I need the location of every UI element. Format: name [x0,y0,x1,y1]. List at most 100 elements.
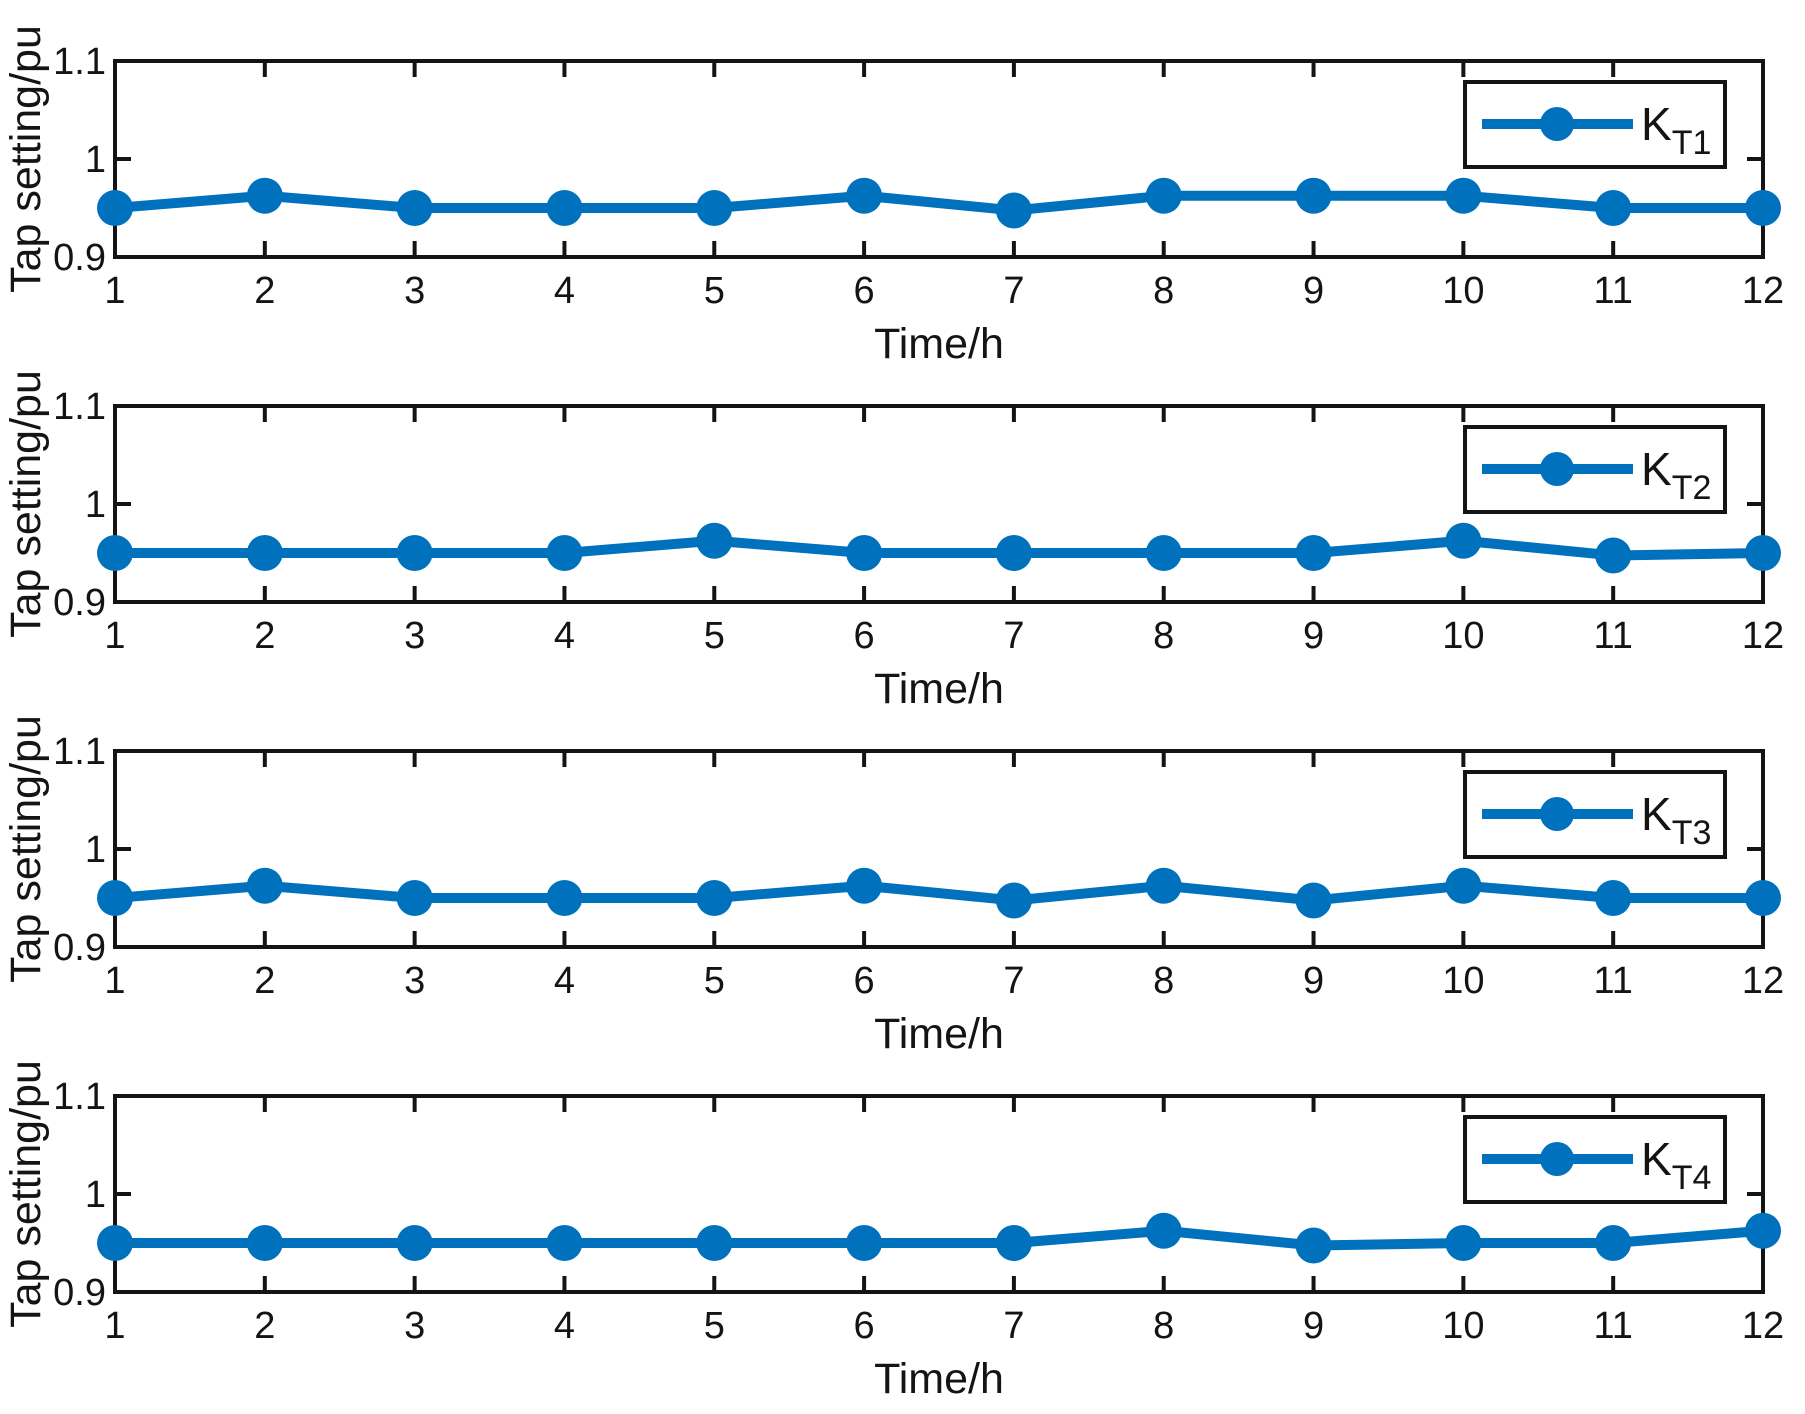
data-point [1445,177,1482,214]
y-tick-label: 1.1 [53,1076,106,1118]
x-tick-label: 8 [1153,270,1174,312]
plot-svg-kt3: 1 2 3 4 5 6 7 8 9 10 11 120.911.1 Tap setting/pu Ti… [2,715,1784,1058]
x-tick-label: 7 [1003,270,1024,312]
legend-kt2: KT2 [1463,425,1727,514]
x-tick-label: 5 [704,1305,725,1347]
data-point [1745,1212,1781,1249]
axes-group-kt3: 1 2 3 4 5 6 7 8 9 10 11 120.911.1 [53,731,1784,1002]
data-point [1745,190,1781,226]
x-tick-label: 12 [1742,1305,1784,1347]
x-tick-label: 3 [404,615,425,657]
data-line-K_T4 [110,1225,1768,1251]
data-point [1295,535,1332,571]
x-axis-label: Time/h [874,320,1004,368]
x-tick-label: 10 [1442,1305,1484,1347]
y-axis-label: Tap setting/pu [2,370,50,638]
x-tick-label: 11 [1593,1305,1632,1347]
data-point [546,880,583,916]
x-tick-label: 12 [1742,960,1784,1002]
y-tick-label: 1 [85,139,106,181]
y-tick-label: 1.1 [53,41,106,83]
subplot-kt4: 1 2 3 4 5 6 7 8 9 10 11 12 0.9 1 1.1 Tap setting/pu Ti… [0,1035,1805,1414]
x-tick-label: 1 [104,270,125,312]
data-point [97,535,133,571]
x-tick-label: 8 [1153,615,1174,657]
x-tick-label: 4 [554,270,575,312]
x-tick-label: 8 [1153,960,1174,1002]
legend-marker [1540,452,1574,486]
x-tick-label: 3 [404,270,425,312]
plot-svg-kt1: 1 2 3 4 5 6 7 8 9 10 11 120.911.1 Tap setting/pu Ti… [2,25,1784,368]
data-point [846,535,883,571]
legend-label: KT4 [1641,1133,1711,1197]
data-point [846,177,883,214]
data-point [246,535,283,571]
legend-label: KT2 [1641,443,1711,507]
data-point [1145,177,1182,214]
y-tick-label: 0.9 [53,582,106,624]
x-tick-label: 8 [1153,1305,1174,1347]
data-point [995,535,1032,571]
data-point [696,1225,733,1261]
y-tick-label: 1.1 [53,731,106,773]
y-tick-label: 1 [85,829,106,871]
x-tick-label: 3 [404,960,425,1002]
y-tick-label: 0.9 [53,237,106,279]
x-tick-label: 7 [1003,615,1024,657]
x-tick-label: 11 [1593,960,1632,1002]
axes-group-kt1: 1 2 3 4 5 6 7 8 9 10 11 120.911.1 [53,41,1784,312]
data-point [396,535,433,571]
y-axis-label: Tap setting/pu [2,1060,50,1328]
x-tick-label: 9 [1303,1305,1324,1347]
x-tick-label: 5 [704,960,725,1002]
data-point [396,190,433,226]
x-axis-label: Time/h [874,1355,1004,1403]
data-point [1745,880,1781,916]
data-point [1595,880,1632,916]
legend-label: KT3 [1641,788,1711,852]
data-point [696,190,733,226]
x-tick-label: 2 [254,270,275,312]
data-point [1595,190,1632,226]
data-point [546,190,583,226]
legend-kt3: KT3 [1463,770,1727,859]
data-point [396,880,433,916]
axes-group-kt2: 1 2 3 4 5 6 7 8 9 10 11 120.911.1 [53,386,1784,657]
data-point [1445,867,1482,904]
data-point [97,1225,133,1261]
plot-svg-kt4: 1 2 3 4 5 6 7 8 9 10 11 120.911.1 Tap setting/pu Ti… [2,1060,1784,1403]
data-point [1745,535,1781,571]
data-point [1595,537,1632,574]
data-point [396,1225,433,1261]
x-tick-label: 1 [104,615,125,657]
y-axis-label: Tap setting/pu [2,715,50,983]
legend-marker [1540,107,1574,141]
x-tick-label: 10 [1442,270,1484,312]
x-tick-label: 9 [1303,270,1324,312]
x-tick-label: 4 [554,960,575,1002]
x-tick-label: 9 [1303,960,1324,1002]
data-point [995,882,1032,919]
x-tick-label: 1 [104,1305,125,1347]
y-tick-label: 1 [85,1174,106,1216]
x-tick-label: 2 [254,960,275,1002]
legend-marker [1540,797,1574,831]
x-tick-label: 6 [854,615,875,657]
x-tick-label: 11 [1593,270,1632,312]
y-axis-label: Tap setting/pu [2,25,50,293]
data-point [246,867,283,904]
x-tick-label: 6 [854,1305,875,1347]
x-tick-label: 10 [1442,615,1484,657]
data-point [546,1225,583,1261]
data-point [995,1225,1032,1261]
x-tick-label: 6 [854,270,875,312]
data-line-K_T3 [110,880,1768,906]
data-point [1145,867,1182,904]
data-point [1295,882,1332,919]
x-tick-label: 2 [254,1305,275,1347]
x-tick-label: 6 [854,960,875,1002]
data-point [696,880,733,916]
data-point [1445,522,1482,559]
legend-kt1: KT1 [1463,80,1727,169]
subplot-kt1: 1 2 3 4 5 6 7 8 9 10 11 12 0.9 1 1.1 Tap setting/pu Ti… [0,0,1805,379]
